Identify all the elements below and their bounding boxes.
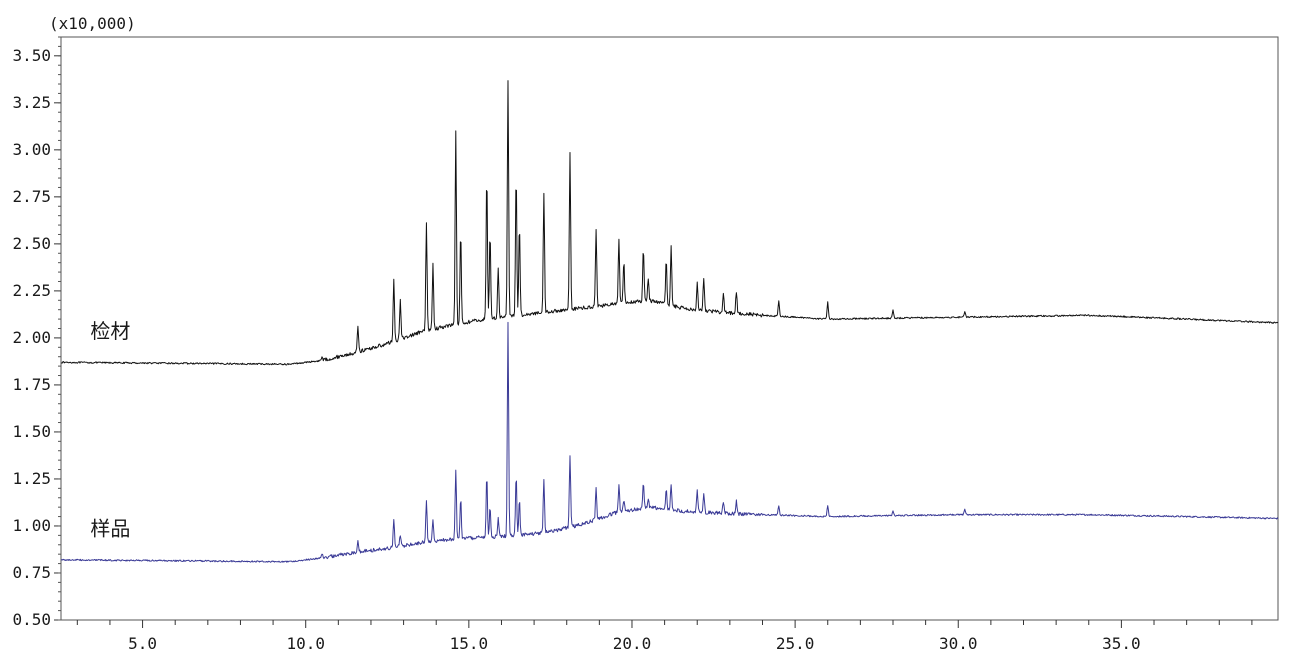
series-label: 检材 xyxy=(90,319,130,343)
x-axis: 5.0 10.0 15.0 20.0 25.0 30.0 35.0 xyxy=(76,620,1253,653)
x-tick-label: 10.0 xyxy=(286,634,325,653)
series-label: 样品 xyxy=(90,516,130,540)
x-tick-label: 30.0 xyxy=(939,634,978,653)
y-tick-label: 2.00 xyxy=(12,328,51,347)
series-line xyxy=(60,80,1279,366)
y-multiplier-label: (x10,000) xyxy=(49,14,136,33)
y-tick-label: 3.50 xyxy=(12,46,51,65)
y-tick-label: 2.75 xyxy=(12,187,51,206)
y-tick-label: 1.50 xyxy=(12,422,51,441)
y-tick-label: 1.00 xyxy=(12,516,51,535)
plot-area-frame xyxy=(60,36,1279,621)
x-tick-label: 25.0 xyxy=(776,634,815,653)
x-tick-label: 5.0 xyxy=(128,634,157,653)
y-tick-label: 1.75 xyxy=(12,375,51,394)
y-tick-label: 1.25 xyxy=(12,469,51,488)
y-tick-label: 2.50 xyxy=(12,234,51,253)
y-tick-label: 3.00 xyxy=(12,140,51,159)
x-tick-label: 20.0 xyxy=(613,634,652,653)
series-line xyxy=(60,321,1279,563)
y-tick-label: 0.75 xyxy=(12,563,51,582)
y-axis: 0.50 0.75 1.00 1.25 1.50 1.75 2.00 2.25 2.50 2.75… xyxy=(12,36,61,629)
y-tick-label: 3.25 xyxy=(12,93,51,112)
x-tick-label: 15.0 xyxy=(450,634,489,653)
x-tick-label: 35.0 xyxy=(1102,634,1141,653)
y-tick-label: 0.50 xyxy=(12,610,51,629)
y-tick-label: 2.25 xyxy=(12,281,51,300)
